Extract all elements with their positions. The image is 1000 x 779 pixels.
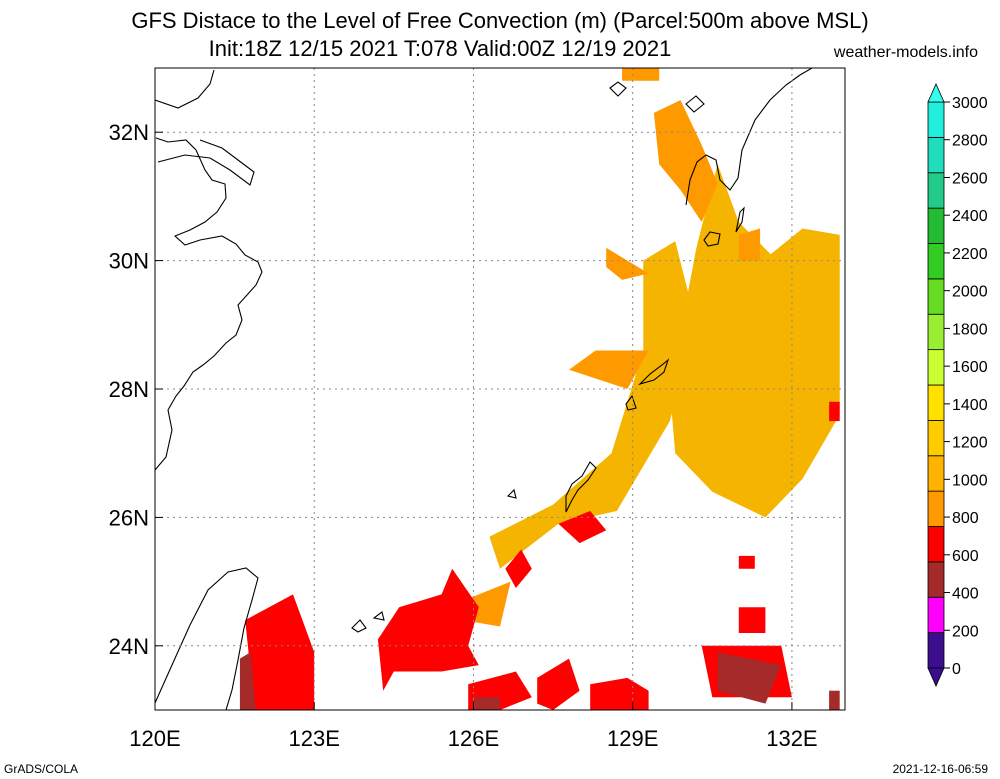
region-13 [505,549,532,588]
region-12 [590,677,649,710]
region-20 [717,652,782,704]
y-tick-label-0: 24N [109,634,149,659]
region-11 [537,658,580,710]
region-5 [569,350,649,389]
footer-timestamp: 2021-12-16-06:59 [892,762,988,776]
coastline-islands-5 [609,81,627,97]
region-0 [669,164,840,518]
region-1 [489,241,697,569]
coastline-china-north [155,69,215,109]
coastline-taiwan [155,567,259,710]
coastline-islands-1 [351,619,367,633]
region-2 [653,100,718,223]
coastline-yakushima [735,206,745,233]
y-tick-label-2: 28N [109,377,149,402]
x-tick-label-2: 126E [448,726,499,751]
region-3 [622,68,660,81]
region-22 [829,690,840,710]
region-18 [738,555,755,569]
coastlines [155,68,813,710]
region-21 [473,697,500,710]
coastline-islands-2 [372,611,385,621]
coastline-yangtze [157,139,255,186]
y-tick-label-4: 32N [109,120,149,145]
coastline-okinawa [565,461,597,513]
coastline-islands-3 [506,488,517,499]
y-tick-label-3: 30N [109,249,149,274]
region-9 [377,568,479,691]
region-17 [738,607,766,633]
region-4 [606,247,649,280]
x-axis: 120E 123E 126E 129E 132E [129,702,818,751]
coastline-tanegashima [703,231,721,247]
x-tick-label-0: 120E [129,726,180,751]
field-fills [239,68,840,710]
x-tick-label-3: 129E [607,726,658,751]
x-tick-label-4: 132E [766,726,817,751]
source-label: weather-models.info [833,44,978,61]
chart-title: GFS Distace to the Level of Free Convect… [131,8,869,33]
y-axis: 24N 26N 28N 30N 32N [109,120,163,659]
footer-credit: GrADS/COLA [4,762,79,776]
chart-subtitle: Init:18Z 12/15 2021 T:078 Valid:00Z 12/1… [208,36,672,61]
coastline-islands-4 [625,394,637,411]
coastline-islands-6 [685,95,705,113]
region-15 [558,511,607,544]
coastline-amami [638,358,670,386]
region-16 [829,401,840,422]
coastline-kyushu [685,68,813,206]
region-7 [738,228,761,261]
region-19 [239,652,256,710]
y-tick-label-1: 26N [109,505,149,530]
x-tick-label-1: 123E [289,726,340,751]
coastline-china [155,137,263,471]
region-8 [245,594,315,710]
